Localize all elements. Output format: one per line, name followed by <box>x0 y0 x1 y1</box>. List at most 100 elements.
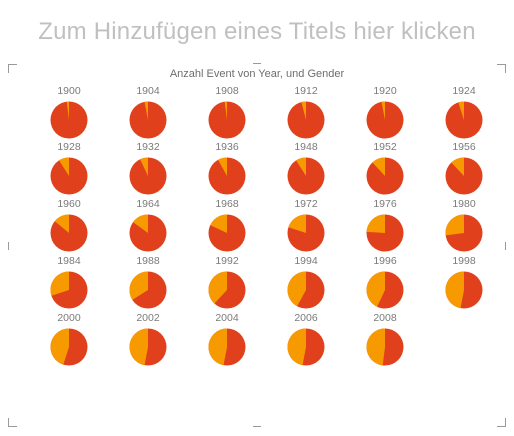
pie-1998[interactable]: 1998 <box>445 255 483 309</box>
year-label: 2004 <box>215 312 239 324</box>
year-label: 1952 <box>373 141 397 153</box>
pie-slice-women[interactable] <box>445 214 465 236</box>
frame-corner-tr-h <box>497 64 506 65</box>
pie-2000[interactable]: 2000 <box>50 312 88 366</box>
pie-1924[interactable]: 1924 <box>445 85 483 139</box>
year-label: 1932 <box>136 141 160 153</box>
year-label: 2000 <box>57 312 81 324</box>
pie-1900[interactable]: 1900 <box>50 85 88 139</box>
slide-title-placeholder[interactable]: Zum Hinzufügen eines Titels hier klicken <box>38 18 476 45</box>
pie-1992[interactable]: 1992 <box>208 255 246 309</box>
frame-corner-tl-v <box>8 64 9 73</box>
pie-1964[interactable]: 1964 <box>129 198 167 252</box>
pie-slice-women[interactable] <box>210 214 227 234</box>
chart-title: Anzahl Event von Year, und Gender <box>169 68 345 80</box>
frame-corner-tl-h <box>8 64 17 65</box>
frame-handle-top[interactable] <box>253 63 261 64</box>
year-label: 1924 <box>452 85 476 97</box>
pie-slice-women[interactable] <box>50 328 69 365</box>
pie-slice-women[interactable] <box>445 271 464 309</box>
pie-1996[interactable]: 1996 <box>366 255 404 309</box>
pie-slice-women[interactable] <box>129 328 148 366</box>
year-label: 1984 <box>57 255 81 267</box>
year-label: 1960 <box>57 198 81 210</box>
pie-1980[interactable]: 1980 <box>445 198 483 252</box>
pie-slice-women[interactable] <box>381 101 385 121</box>
frame-corner-br-h <box>497 426 506 427</box>
year-label: 1948 <box>294 141 318 153</box>
pie-slice-women[interactable] <box>296 157 306 177</box>
pie-slice-women[interactable] <box>66 101 69 121</box>
pie-1972[interactable]: 1972 <box>287 198 325 252</box>
frame-handle-bottom[interactable] <box>253 426 261 427</box>
pie-2008[interactable]: 2008 <box>366 312 404 366</box>
frame-corner-tr-v <box>505 64 506 73</box>
year-label: 1920 <box>373 85 397 97</box>
pie-slice-women[interactable] <box>59 157 69 177</box>
pie-slice-women[interactable] <box>144 101 148 121</box>
pie-slice-women[interactable] <box>287 271 307 307</box>
pie-slice-women[interactable] <box>372 157 385 177</box>
year-label: 1996 <box>373 255 397 267</box>
pie-slice-women[interactable] <box>224 101 227 121</box>
pie-1988[interactable]: 1988 <box>129 255 167 309</box>
year-label: 1992 <box>215 255 239 267</box>
pie-1956[interactable]: 1956 <box>445 141 483 195</box>
year-label: 1980 <box>452 198 476 210</box>
pie-slice-women[interactable] <box>218 157 227 177</box>
frame-corner-br-v <box>505 418 506 427</box>
pie-2004[interactable]: 2004 <box>208 312 246 366</box>
pie-slice-women[interactable] <box>366 214 385 234</box>
pie-slice-women[interactable] <box>366 328 386 366</box>
year-label: 1928 <box>57 141 81 153</box>
pie-2002[interactable]: 2002 <box>129 312 167 366</box>
pie-slice-women[interactable] <box>133 214 148 234</box>
year-label: 1964 <box>136 198 160 210</box>
pie-slice-women[interactable] <box>451 157 464 177</box>
year-label: 2002 <box>136 312 160 324</box>
frame-corner-bl-h <box>8 426 17 427</box>
year-label: 1998 <box>452 255 476 267</box>
pie-1952[interactable]: 1952 <box>366 141 404 195</box>
pie-1984[interactable]: 1984 <box>50 255 88 309</box>
pie-slice-women[interactable] <box>288 214 306 234</box>
pie-1976[interactable]: 1976 <box>366 198 404 252</box>
year-label: 1968 <box>215 198 239 210</box>
frame-handle-right[interactable] <box>505 242 506 250</box>
pie-slice-women[interactable] <box>54 214 69 234</box>
pie-slice-women[interactable] <box>208 271 227 304</box>
pie-1920[interactable]: 1920 <box>366 85 404 139</box>
pie-slice-women[interactable] <box>301 101 306 121</box>
year-label: 1936 <box>215 141 239 153</box>
pie-slice-women[interactable] <box>458 101 464 121</box>
pie-slice-women[interactable] <box>287 328 306 366</box>
pie-1948[interactable]: 1948 <box>287 141 325 195</box>
pie-slice-women[interactable] <box>208 328 227 366</box>
year-label: 1988 <box>136 255 160 267</box>
pie-1932[interactable]: 1932 <box>129 141 167 195</box>
pie-slice-women[interactable] <box>129 271 148 300</box>
year-label: 2008 <box>373 312 397 324</box>
pie-1960[interactable]: 1960 <box>50 198 88 252</box>
pie-1928[interactable]: 1928 <box>50 141 88 195</box>
pie-slice-women[interactable] <box>140 157 148 177</box>
pie-1994[interactable]: 1994 <box>287 255 325 309</box>
pie-slice-women[interactable] <box>50 271 69 296</box>
pie-1908[interactable]: 1908 <box>208 85 246 139</box>
frame-handle-left[interactable] <box>8 242 9 250</box>
year-label: 1976 <box>373 198 397 210</box>
year-label: 1900 <box>57 85 81 97</box>
year-label: 1908 <box>215 85 239 97</box>
year-label: 1904 <box>136 85 160 97</box>
pie-1904[interactable]: 1904 <box>129 85 167 139</box>
pie-2006[interactable]: 2006 <box>287 312 325 366</box>
year-label: 1972 <box>294 198 318 210</box>
pie-1968[interactable]: 1968 <box>208 198 246 252</box>
year-label: 1994 <box>294 255 318 267</box>
pie-1912[interactable]: 1912 <box>287 85 325 139</box>
pie-1936[interactable]: 1936 <box>208 141 246 195</box>
frame-corner-bl-v <box>8 418 9 427</box>
pie-slice-women[interactable] <box>366 271 385 307</box>
year-label: 1912 <box>294 85 318 97</box>
